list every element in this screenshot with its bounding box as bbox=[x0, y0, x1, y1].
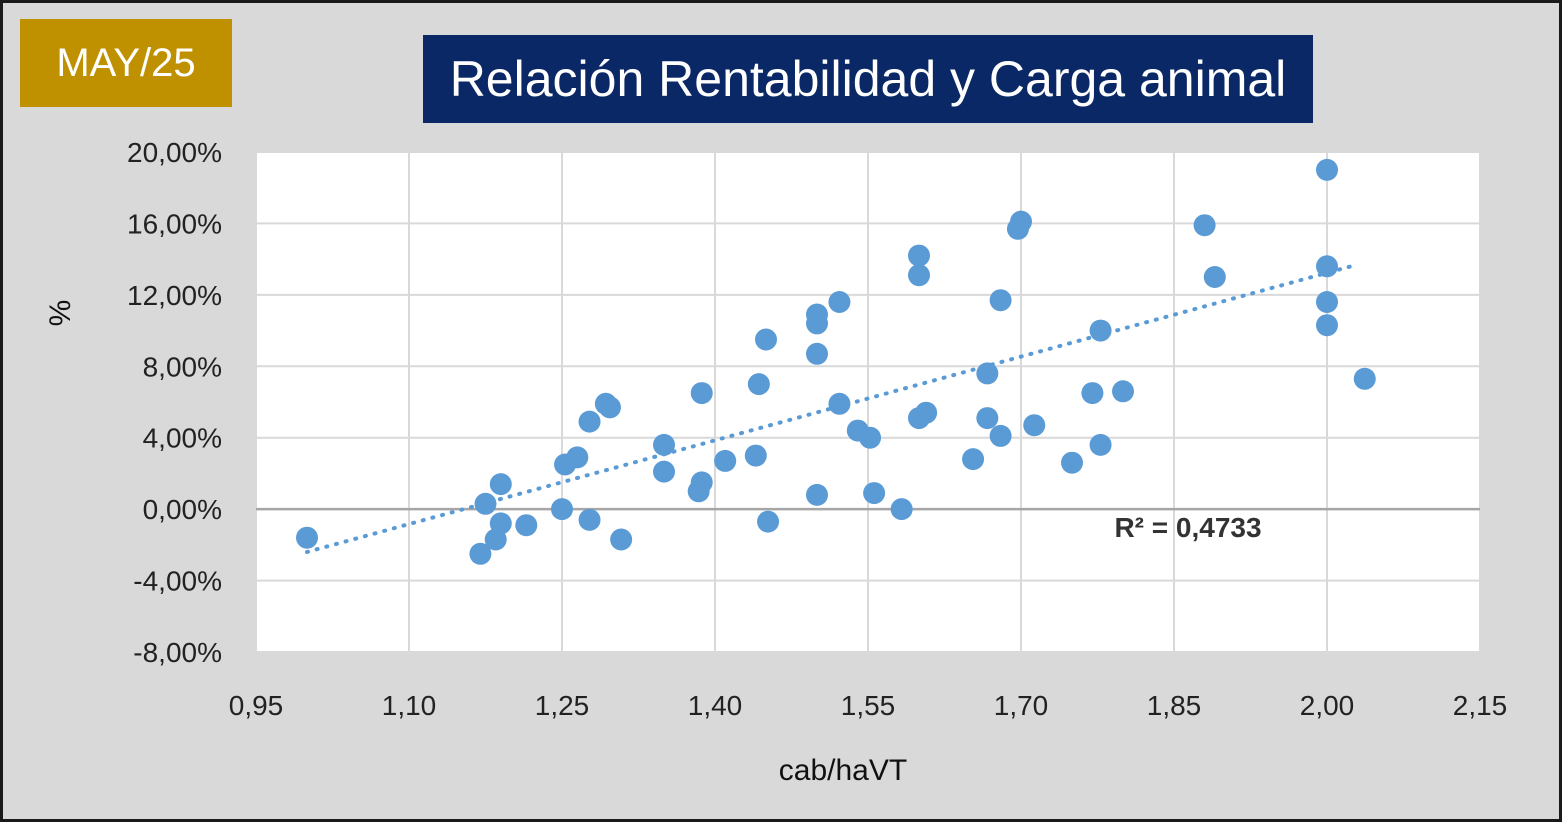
x-tick-label: 2,15 bbox=[1453, 690, 1508, 721]
scatter-point bbox=[551, 498, 573, 521]
r-squared-label: R² = 0,4733 bbox=[1114, 512, 1261, 543]
scatter-point bbox=[489, 512, 512, 535]
scatter-point bbox=[976, 407, 999, 430]
scatter-point bbox=[489, 473, 512, 496]
scatter-point bbox=[908, 244, 930, 267]
x-tick-label: 2,00 bbox=[1300, 690, 1355, 721]
y-tick-label: 16,00% bbox=[127, 208, 222, 239]
scatter-point bbox=[566, 446, 589, 469]
x-tick-label: 1,55 bbox=[841, 690, 896, 721]
scatter-point bbox=[1081, 382, 1104, 405]
scatter-point bbox=[859, 426, 882, 449]
scatter-point bbox=[653, 460, 675, 483]
scatter-point bbox=[757, 510, 780, 533]
scatter-point bbox=[1089, 319, 1112, 342]
date-badge: MAY/25 bbox=[20, 19, 232, 107]
scatter-point bbox=[1316, 158, 1338, 181]
y-tick-label: -8,00% bbox=[133, 637, 222, 668]
y-tick-label: 4,00% bbox=[143, 423, 222, 454]
x-tick-labels: 0,95 1,10 1,25 1,40 1,55 1,70 1,85 2,00 2,15 bbox=[229, 690, 1508, 721]
scatter-point bbox=[863, 482, 886, 505]
scatter-point bbox=[890, 498, 913, 521]
scatter-point bbox=[1010, 210, 1032, 233]
scatter-point bbox=[908, 264, 930, 287]
x-tick-label: 1,85 bbox=[1147, 690, 1202, 721]
chart-title: Relación Rentabilidad y Carga animal bbox=[423, 35, 1313, 123]
scatter-point bbox=[828, 291, 851, 313]
scatter-point bbox=[1316, 291, 1338, 313]
scatter-point bbox=[976, 362, 999, 385]
data-points bbox=[296, 158, 1376, 565]
scatter-point bbox=[578, 410, 601, 433]
scatter-point bbox=[962, 448, 985, 471]
scatter-point bbox=[989, 424, 1012, 447]
scatter-point bbox=[1203, 266, 1226, 288]
y-tick-label: 0,00% bbox=[143, 494, 222, 525]
x-tick-label: 1,40 bbox=[688, 690, 743, 721]
scatter-point bbox=[915, 401, 938, 424]
x-tick-label: 1,25 bbox=[535, 690, 590, 721]
scatter-point bbox=[828, 392, 851, 415]
scatter-point bbox=[296, 526, 318, 549]
scatter-point bbox=[755, 328, 777, 351]
y-tick-labels: 20,00% 16,00% 12,00% 8,00% 4,00% 0,00% -4,00% -… bbox=[127, 137, 222, 668]
scatter-point bbox=[747, 373, 770, 396]
y-axis-label: % bbox=[44, 300, 77, 327]
scatter-point bbox=[714, 449, 737, 472]
scatter-point bbox=[690, 471, 713, 494]
scatter-point bbox=[1061, 451, 1083, 474]
scatter-point bbox=[1023, 414, 1046, 437]
y-tick-label: 8,00% bbox=[143, 351, 222, 382]
x-axis-label: cab/haVT bbox=[779, 754, 907, 787]
scatter-point bbox=[598, 396, 621, 419]
y-tick-label: 12,00% bbox=[127, 280, 222, 311]
scatter-point bbox=[469, 542, 492, 565]
x-tick-label: 1,10 bbox=[382, 690, 437, 721]
y-tick-label: -4,00% bbox=[133, 566, 222, 597]
scatter-point bbox=[474, 492, 497, 515]
scatter-point bbox=[578, 508, 601, 531]
scatter-point bbox=[1316, 255, 1338, 278]
scatter-point bbox=[1316, 314, 1338, 337]
scatter-point bbox=[806, 312, 828, 335]
scatter-point bbox=[610, 528, 633, 551]
scatter-point bbox=[1353, 367, 1376, 390]
scatter-point bbox=[806, 342, 828, 365]
scatter-point bbox=[806, 483, 828, 506]
scatter-point bbox=[515, 514, 538, 537]
scatter-point bbox=[744, 444, 767, 467]
x-tick-label: 0,95 bbox=[229, 690, 284, 721]
scatter-point bbox=[989, 289, 1012, 312]
scatter-point bbox=[690, 382, 713, 405]
scatter-point bbox=[1089, 433, 1112, 456]
scatter-point bbox=[653, 433, 675, 456]
y-tick-label: 20,00% bbox=[127, 137, 222, 168]
x-tick-label: 1,70 bbox=[994, 690, 1049, 721]
scatter-point bbox=[1112, 380, 1134, 403]
scatter-point bbox=[1193, 214, 1216, 237]
